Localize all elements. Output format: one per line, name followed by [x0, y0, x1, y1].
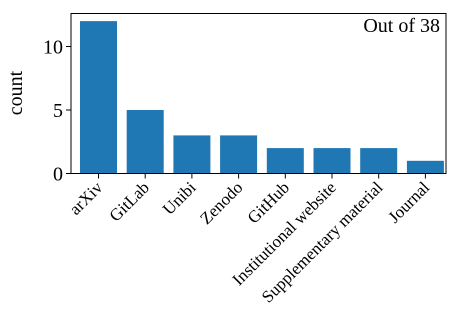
y-tick-label: 0: [53, 164, 63, 186]
y-axis-label: count: [5, 70, 27, 115]
bar-unibi: [173, 135, 211, 174]
y-tick-label: 5: [53, 100, 63, 122]
bar-gitlab: [126, 110, 164, 174]
x-tick-label: Zenodo: [196, 178, 246, 228]
bar-zenodo: [220, 135, 258, 174]
bar-journal: [406, 160, 444, 174]
y-tick-label: 10: [43, 37, 63, 59]
bar-supplementary-material: [360, 148, 398, 174]
bar-arxiv: [80, 21, 117, 174]
x-tick-label: Unibi: [159, 178, 200, 219]
plot-frame: [70, 13, 447, 174]
bars-group: [80, 21, 444, 174]
x-ticks-group: arXiv GitLab UnibiZenodoGitHubInstitutiona…: [66, 173, 433, 306]
y-ticks-group: 0 5 10: [43, 37, 71, 186]
chart-annotation: Out of 38: [363, 15, 440, 37]
x-tick-label: GitLab: [106, 178, 153, 225]
x-tick-label: Journal: [384, 178, 433, 227]
bar-institutional-website: [313, 148, 351, 174]
bar-github: [266, 148, 304, 174]
x-tick-label: arXiv: [66, 178, 107, 219]
